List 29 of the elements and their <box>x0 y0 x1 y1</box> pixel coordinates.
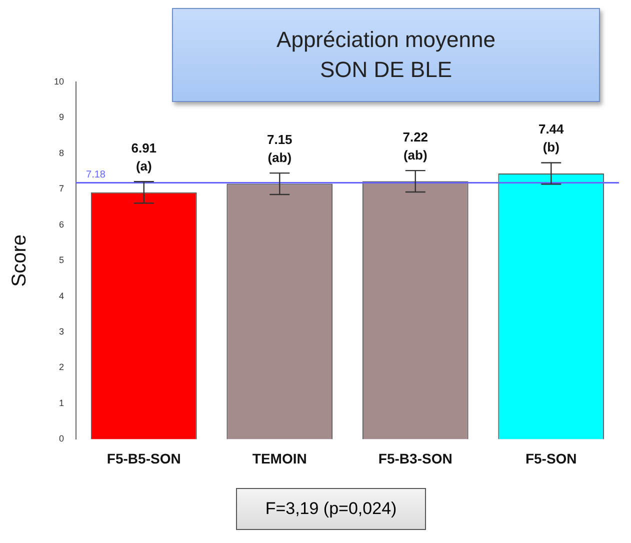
x-tick-label: F5-SON <box>525 450 577 466</box>
y-tick-label: 8 <box>58 148 64 158</box>
y-tick-label: 5 <box>58 255 64 266</box>
y-tick-label: 9 <box>58 112 64 122</box>
data-label: 7.22 <box>402 129 428 144</box>
x-tick-label: TEMOIN <box>252 450 307 466</box>
y-tick-label: 10 <box>54 76 64 86</box>
chart-title: Appréciation moyenne <box>276 26 496 54</box>
title-panel: Appréciation moyenne SON DE BLE <box>172 8 600 102</box>
y-tick-label: 7 <box>58 184 64 194</box>
x-tick-label: F5-B5-SON <box>106 450 181 466</box>
data-label: 7.44 <box>538 121 565 136</box>
annotation: (a) <box>136 158 152 174</box>
y-axis-title: Score <box>8 234 31 287</box>
chart-subtitle: SON DE BLE <box>318 56 454 84</box>
ref-line-label: 7.18 <box>86 170 106 181</box>
x-tick-label: F5-B3-SON <box>378 450 452 466</box>
data-label: 6.91 <box>131 140 157 156</box>
annotation: (ab) <box>268 150 292 165</box>
y-tick-label: 0 <box>58 434 64 444</box>
annotation: (b) <box>542 139 560 154</box>
y-tick-label: 2 <box>58 362 64 372</box>
annotation: (ab) <box>403 147 428 162</box>
y-tick-label: 3 <box>58 326 64 337</box>
y-tick-label: 4 <box>58 290 64 301</box>
data-label: 7.15 <box>266 132 292 147</box>
note-panel: F=3,19 (p=0,024) <box>236 488 426 530</box>
y-tick-label: 1 <box>58 398 64 408</box>
y-tick-label: 6 <box>58 219 64 230</box>
